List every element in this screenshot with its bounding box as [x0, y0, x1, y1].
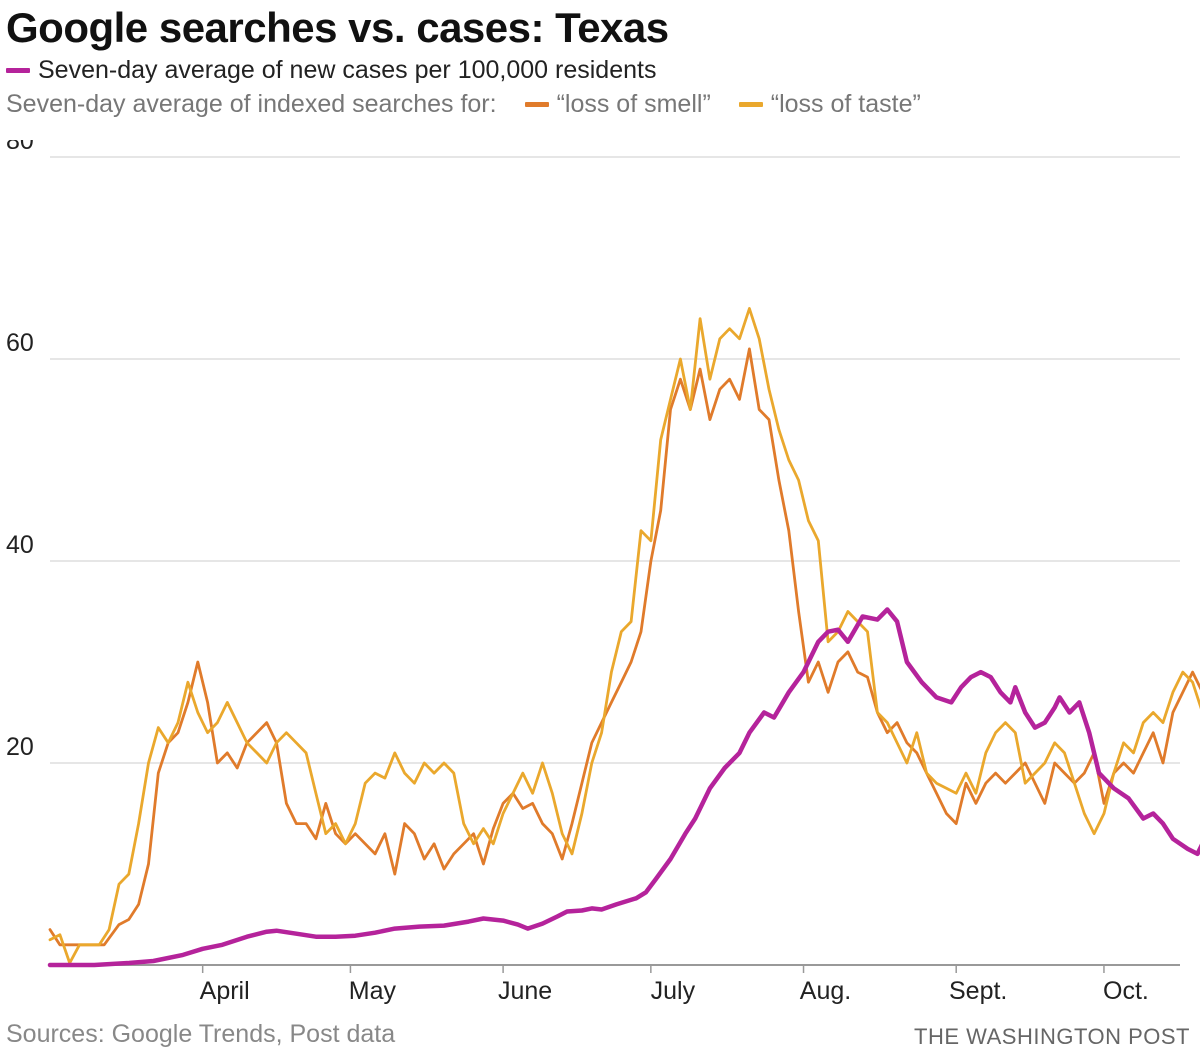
legend-cases: Seven-day average of new cases per 100,0… [6, 56, 656, 85]
x-tick-label: Oct. [1103, 977, 1149, 1005]
taste-swatch [738, 102, 763, 107]
x-tick-label: Sept. [949, 977, 1007, 1005]
x-tick-label: Aug. [800, 977, 851, 1005]
cases-swatch [6, 68, 30, 73]
legend-searches: Seven-day average of indexed searches fo… [6, 90, 921, 119]
x-tick-label: July [651, 977, 696, 1005]
chart-title: Google searches vs. cases: Texas [6, 4, 669, 51]
line-chart: 20 40 60 80 April May June July Aug. Sept. Oct. [6, 140, 1200, 1005]
x-tick-label: May [349, 977, 397, 1005]
y-tick-label-40: 40 [6, 531, 34, 559]
legend-taste-label: “loss of taste” [770, 90, 921, 118]
taste-series-line [48, 307, 1200, 965]
publisher-credit: THE WASHINGTON POST [914, 1024, 1190, 1049]
legend-smell-label: “loss of smell” [556, 90, 711, 118]
y-tick-label-80: 80 [6, 140, 34, 155]
legend-searches-intro: Seven-day average of indexed searches fo… [6, 90, 497, 118]
x-tick-label: April [200, 977, 250, 1005]
x-tick-label: June [498, 977, 552, 1005]
smell-series-line [48, 347, 1200, 947]
y-tick-label-20: 20 [6, 733, 34, 761]
legend-cases-label: Seven-day average of new cases per 100,0… [38, 56, 657, 84]
y-tick-label-60: 60 [6, 329, 34, 357]
cases-series-line [47, 607, 1200, 968]
smell-swatch [524, 102, 549, 107]
source-note: Sources: Google Trends, Post data [6, 1020, 396, 1048]
